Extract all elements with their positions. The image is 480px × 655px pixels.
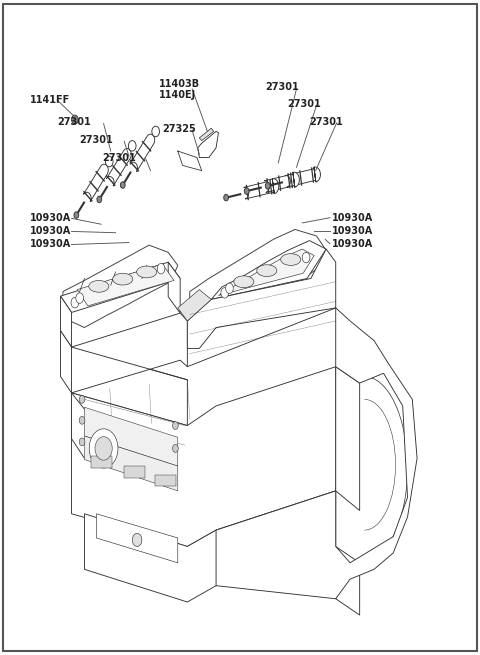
Polygon shape: [286, 169, 319, 187]
Polygon shape: [336, 367, 360, 510]
Circle shape: [302, 252, 310, 263]
Text: 10930A: 10930A: [332, 226, 373, 236]
Text: 10930A: 10930A: [30, 213, 72, 223]
Circle shape: [79, 417, 85, 424]
Polygon shape: [77, 264, 174, 306]
Polygon shape: [60, 331, 187, 426]
Polygon shape: [84, 491, 336, 602]
Ellipse shape: [137, 266, 157, 278]
Polygon shape: [63, 245, 178, 328]
Polygon shape: [198, 132, 218, 158]
Text: 10930A: 10930A: [30, 226, 72, 236]
Circle shape: [95, 437, 112, 460]
Polygon shape: [72, 393, 125, 472]
Circle shape: [132, 533, 142, 546]
Polygon shape: [293, 172, 300, 187]
Polygon shape: [187, 249, 336, 348]
Polygon shape: [107, 149, 132, 186]
Polygon shape: [272, 179, 279, 194]
Circle shape: [106, 157, 113, 167]
Ellipse shape: [234, 276, 254, 288]
Text: 11403B: 11403B: [158, 79, 200, 89]
Circle shape: [74, 212, 79, 218]
Text: 1140EJ: 1140EJ: [158, 90, 196, 100]
Polygon shape: [72, 313, 187, 393]
Polygon shape: [72, 367, 336, 546]
Circle shape: [120, 182, 125, 188]
Circle shape: [71, 297, 79, 308]
Polygon shape: [84, 164, 108, 202]
Circle shape: [79, 438, 85, 446]
Text: 1141FF: 1141FF: [30, 95, 71, 105]
Bar: [156, 475, 176, 486]
Circle shape: [172, 422, 178, 430]
Bar: [91, 457, 112, 468]
Polygon shape: [314, 167, 321, 182]
Text: 27301: 27301: [287, 99, 321, 109]
Circle shape: [97, 196, 102, 202]
Text: 10930A: 10930A: [30, 239, 72, 249]
Circle shape: [128, 141, 136, 151]
Circle shape: [224, 195, 228, 201]
Circle shape: [79, 396, 85, 403]
Bar: [124, 466, 145, 478]
Text: 27325: 27325: [162, 124, 196, 134]
Polygon shape: [178, 290, 211, 321]
Circle shape: [221, 288, 228, 298]
Ellipse shape: [257, 265, 277, 276]
Text: 10930A: 10930A: [332, 239, 373, 249]
Polygon shape: [218, 249, 314, 295]
Ellipse shape: [281, 253, 301, 265]
Text: 10930A: 10930A: [332, 213, 373, 223]
Text: 27301: 27301: [103, 153, 136, 162]
Circle shape: [244, 188, 249, 195]
Circle shape: [76, 293, 84, 303]
Text: 27301: 27301: [80, 135, 113, 145]
Circle shape: [172, 445, 178, 453]
Circle shape: [265, 183, 270, 189]
Ellipse shape: [113, 273, 133, 285]
Circle shape: [72, 115, 78, 124]
Text: 27301: 27301: [57, 117, 91, 127]
Circle shape: [89, 429, 118, 468]
Circle shape: [152, 126, 159, 137]
Polygon shape: [244, 181, 277, 199]
Polygon shape: [96, 514, 178, 563]
Polygon shape: [216, 308, 417, 599]
Text: 27301: 27301: [265, 82, 299, 92]
Circle shape: [157, 263, 165, 274]
Polygon shape: [199, 128, 214, 141]
Polygon shape: [264, 174, 298, 193]
Polygon shape: [60, 262, 180, 312]
Text: 27301: 27301: [310, 117, 343, 126]
Polygon shape: [84, 436, 178, 491]
Polygon shape: [84, 407, 178, 466]
Polygon shape: [168, 262, 180, 313]
Circle shape: [226, 283, 233, 293]
Polygon shape: [60, 296, 72, 347]
Polygon shape: [336, 546, 360, 615]
Polygon shape: [190, 229, 326, 328]
Ellipse shape: [89, 280, 109, 292]
Polygon shape: [211, 240, 326, 299]
Polygon shape: [130, 134, 155, 172]
